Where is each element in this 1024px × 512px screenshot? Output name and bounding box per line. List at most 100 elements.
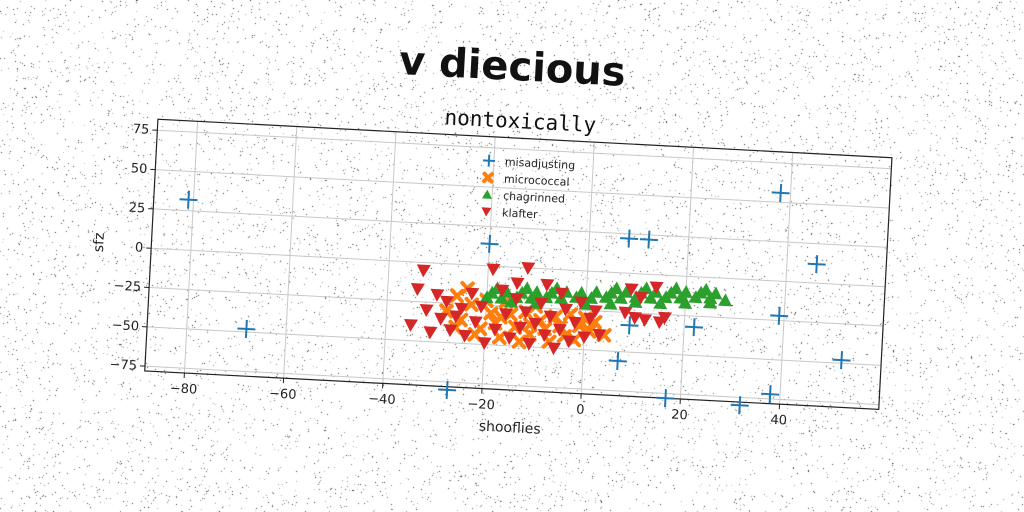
chagrinned-point [603, 296, 618, 310]
klafter-point [468, 316, 483, 329]
y-tick-label: 75 [132, 122, 149, 138]
legend-label-chagrinned: chagrinned [503, 189, 566, 205]
misadjusting-point-v [664, 389, 667, 408]
chagrinned-point [639, 281, 654, 295]
series-klafter [404, 262, 673, 356]
klafter-point [634, 291, 649, 305]
klafter-point [658, 311, 673, 325]
klafter-point [534, 297, 549, 311]
x-tick-label: 20 [671, 408, 688, 424]
x-grid-line [779, 152, 794, 405]
misadjusting-point [807, 255, 826, 274]
klafter-point [638, 313, 653, 327]
legend-label-misadjusting: misadjusting [505, 155, 576, 172]
klafter-point [583, 312, 598, 326]
klafter-point [543, 310, 558, 324]
y-grid-line [153, 208, 888, 248]
misadjusting-point [237, 319, 256, 338]
micrococcal-point-b [453, 312, 469, 327]
misadjusting-point-v [647, 230, 651, 249]
micrococcal-point-b [492, 330, 508, 345]
micrococcal-point-b [587, 314, 603, 329]
chagrinned-point [494, 291, 509, 305]
klafter-point [495, 284, 510, 298]
klafter-point [510, 277, 525, 291]
misadjusting-point [761, 385, 780, 404]
klafter-point [519, 306, 534, 320]
x-tick-label: 0 [576, 403, 585, 418]
misadjusting-point [639, 230, 658, 249]
x-grid-line [183, 121, 199, 374]
chagrinned-point [678, 296, 693, 309]
chagrinned-point [589, 285, 604, 299]
klafter-point [416, 264, 431, 278]
klafter-point [509, 292, 524, 306]
y-tick-label: −50 [111, 318, 139, 334]
y-tick-label: 0 [134, 240, 143, 255]
chagrinned-point [698, 282, 713, 296]
klafter-point [521, 262, 536, 275]
micrococcal-point-b [467, 327, 483, 342]
chagrinned-point [613, 291, 628, 305]
klafter-point [537, 329, 552, 343]
chagrinned-point [702, 295, 717, 309]
misadjusting-point-v [840, 351, 843, 370]
klafter-point [528, 317, 543, 331]
misadjusting-point-v [738, 396, 742, 415]
legend-marker-misadjusting [482, 154, 495, 167]
klafter-point [474, 300, 489, 314]
chagrinned-point [618, 285, 633, 299]
chart-subtitle: nontoxically [444, 105, 597, 137]
misadjusting-point-v [616, 351, 620, 371]
x-axis-label: shooflies [478, 418, 541, 437]
klafter-point [434, 312, 449, 326]
klafter-point [547, 342, 562, 356]
legend-marker-micrococcal-b [482, 172, 495, 184]
klafter-point [499, 308, 514, 322]
legend-label-klafter: klafter [502, 206, 539, 221]
klafter-point [618, 306, 633, 320]
chagrinned-point [718, 293, 733, 307]
misadjusting-point-v [777, 306, 781, 325]
klafter-point [443, 324, 458, 338]
klafter-point [419, 304, 434, 317]
misadjusting-point [179, 190, 198, 209]
chagrinned-point [708, 286, 723, 300]
legend-marker-chagrinned [481, 189, 492, 199]
legend-marker-micrococcal [482, 171, 495, 184]
klafter-point [554, 287, 569, 301]
y-grid-line [155, 169, 890, 209]
y-grid-line [144, 365, 880, 406]
misadjusting-point [656, 389, 675, 408]
misadjusting-point [771, 183, 790, 202]
chagrinned-point [504, 294, 519, 308]
chagrinned-point [653, 296, 668, 310]
klafter-point [552, 323, 567, 337]
klafter-point [477, 337, 492, 350]
micrococcal-point [511, 334, 527, 350]
y-tick-label: −75 [109, 357, 137, 373]
klafter-point [513, 321, 528, 335]
x-tick-label: −60 [269, 386, 297, 402]
klafter-point [423, 326, 438, 340]
x-grid-line [382, 131, 397, 384]
y-tick-label: −25 [113, 279, 141, 295]
klafter-point [404, 318, 419, 332]
misadjusting-point-v [244, 319, 248, 338]
misadjusting-point [620, 229, 639, 248]
misadjusting-point [685, 318, 704, 337]
micrococcal-point-b [562, 307, 578, 322]
klafter-point [410, 283, 425, 296]
misadjusting-point-v [445, 380, 449, 399]
klafter-point [522, 337, 537, 351]
misadjusting-point-v [488, 234, 492, 253]
misadjusting-point-v [768, 385, 772, 404]
klafter-point [540, 278, 555, 292]
misadjusting-point [608, 351, 627, 371]
misadjusting-point-v [779, 183, 783, 202]
data-points [179, 183, 851, 415]
klafter-point [488, 323, 503, 337]
klafter-point [562, 335, 577, 349]
